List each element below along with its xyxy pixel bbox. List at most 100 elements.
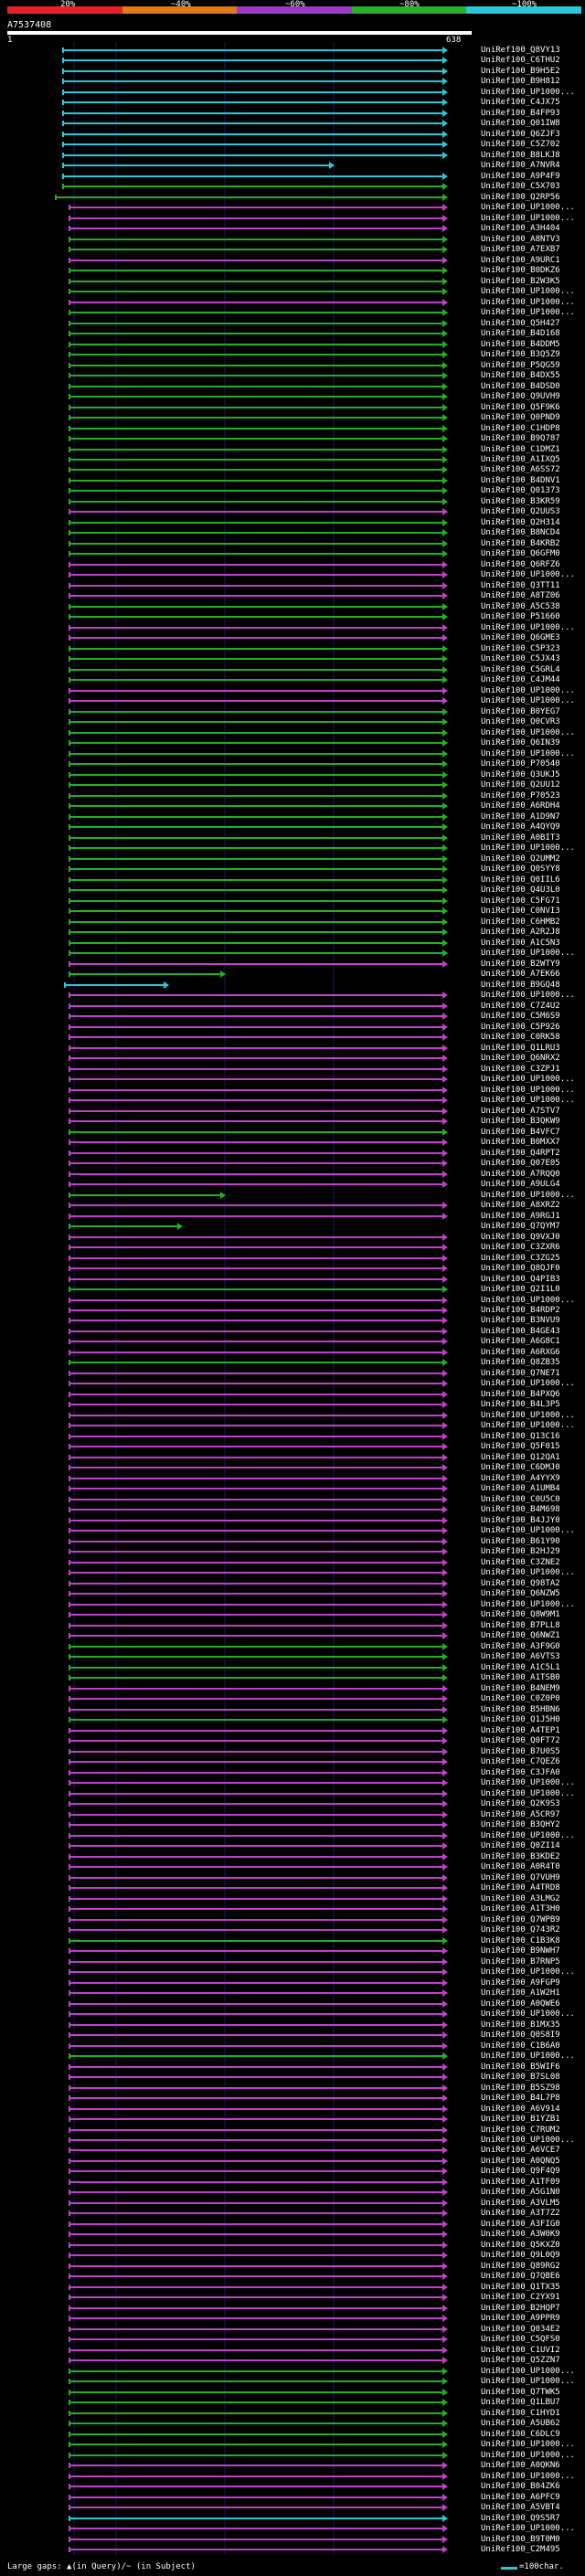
hit-label-link[interactable]: UniRef100_A8TZ06 xyxy=(481,591,560,600)
hit-label-link[interactable]: UniRef100_UP1000... xyxy=(481,1411,575,1420)
hit-label-link[interactable]: UniRef100_B4PXQ6 xyxy=(481,1390,560,1399)
hit-label-link[interactable]: UniRef100_UP1000... xyxy=(481,623,575,632)
hit-bar[interactable] xyxy=(69,2233,442,2235)
hit-label-link[interactable]: UniRef100_UP1000... xyxy=(481,308,575,317)
hit-label-link[interactable]: UniRef100_Q9UVH9 xyxy=(481,392,560,401)
hit-bar[interactable] xyxy=(69,1541,442,1542)
hit-label-link[interactable]: UniRef100_UP1000... xyxy=(481,1831,575,1840)
hit-bar[interactable] xyxy=(69,1162,442,1164)
hit-label-link[interactable]: UniRef100_Q9F4Q9 xyxy=(481,2167,560,2176)
hit-label-link[interactable]: UniRef100_UP1000... xyxy=(481,686,575,695)
hit-label-link[interactable]: UniRef100_Q0SYY8 xyxy=(481,864,560,874)
hit-label-link[interactable]: UniRef100_A7EK66 xyxy=(481,970,560,979)
hit-bar[interactable] xyxy=(69,1047,442,1049)
hit-label-link[interactable]: UniRef100_A0QKN6 xyxy=(481,2461,560,2470)
hit-label-link[interactable]: UniRef100_Q5F9K6 xyxy=(481,403,560,412)
hit-label-link[interactable]: UniRef100_B7RNP5 xyxy=(481,1957,560,1966)
hit-label-link[interactable]: UniRef100_C6HMB2 xyxy=(481,917,560,927)
hit-label-link[interactable]: UniRef100_Q5F015 xyxy=(481,1442,560,1451)
hit-label-link[interactable]: UniRef100_Q6ZJF3 xyxy=(481,130,560,139)
hit-label-link[interactable]: UniRef100_C2YX91 xyxy=(481,2293,560,2302)
hit-label-link[interactable]: UniRef100_Q7WPB9 xyxy=(481,1915,560,1924)
hit-bar[interactable] xyxy=(69,511,442,513)
hit-bar[interactable] xyxy=(69,417,442,419)
hit-bar[interactable] xyxy=(69,1394,442,1395)
hit-bar[interactable] xyxy=(69,2097,442,2099)
hit-bar[interactable] xyxy=(69,774,442,776)
hit-bar[interactable] xyxy=(69,1772,442,1774)
hit-bar[interactable] xyxy=(69,2076,442,2078)
hit-label-link[interactable]: UniRef100_Q5ZZN7 xyxy=(481,2356,560,2365)
hit-bar[interactable] xyxy=(69,973,220,975)
hit-bar[interactable] xyxy=(69,207,442,208)
hit-label-link[interactable]: UniRef100_A6VCE7 xyxy=(481,2146,560,2155)
hit-label-link[interactable]: UniRef100_C5QFS0 xyxy=(481,2335,560,2344)
hit-label-link[interactable]: UniRef100_UP1000... xyxy=(481,2136,575,2145)
hit-bar[interactable] xyxy=(62,143,442,145)
hit-label-link[interactable]: UniRef100_B7PLL8 xyxy=(481,1621,560,1630)
hit-label-link[interactable]: UniRef100_Q0S8I9 xyxy=(481,2030,560,2040)
hit-label-link[interactable]: UniRef100_A4QYQ9 xyxy=(481,822,560,832)
hit-bar[interactable] xyxy=(69,2045,442,2047)
hit-label-link[interactable]: UniRef100_C5X703 xyxy=(481,182,560,191)
hit-label-link[interactable]: UniRef100_B5WIF6 xyxy=(481,2062,560,2072)
hit-bar[interactable] xyxy=(69,2486,442,2487)
hit-label-link[interactable]: UniRef100_B0DKZ6 xyxy=(481,266,560,275)
hit-label-link[interactable]: UniRef100_C6DLC9 xyxy=(481,2430,560,2439)
hit-bar[interactable] xyxy=(69,375,442,376)
hit-bar[interactable] xyxy=(69,2317,442,2319)
hit-bar[interactable] xyxy=(69,2202,442,2204)
hit-label-link[interactable]: UniRef100_B4KRB2 xyxy=(481,539,560,548)
hit-bar[interactable] xyxy=(69,1908,442,1910)
hit-label-link[interactable]: UniRef100_C3ZNE2 xyxy=(481,1558,560,1567)
hit-label-link[interactable]: UniRef100_A2R2J8 xyxy=(481,928,560,937)
hit-label-link[interactable]: UniRef100_P5QG59 xyxy=(481,361,560,370)
hit-bar[interactable] xyxy=(69,217,442,219)
hit-label-link[interactable]: UniRef100_UP1000... xyxy=(481,1600,575,1609)
hit-bar[interactable] xyxy=(69,260,442,261)
hit-bar[interactable] xyxy=(69,1467,442,1468)
hit-label-link[interactable]: UniRef100_B7U0S5 xyxy=(481,1747,560,1756)
hit-label-link[interactable]: UniRef100_B4DSD0 xyxy=(481,382,560,391)
hit-bar[interactable] xyxy=(69,721,442,723)
hit-label-link[interactable]: UniRef100_B1MX35 xyxy=(481,2020,560,2030)
hit-label-link[interactable]: UniRef100_B3NVU9 xyxy=(481,1316,560,1325)
hit-label-link[interactable]: UniRef100_Q8W9M1 xyxy=(481,1610,560,1619)
hit-bar[interactable] xyxy=(69,1887,442,1889)
hit-label-link[interactable]: UniRef100_Q1LRU3 xyxy=(481,1044,560,1053)
hit-label-link[interactable]: UniRef100_B5HBN6 xyxy=(481,1705,560,1714)
hit-bar[interactable] xyxy=(69,1131,442,1133)
hit-label-link[interactable]: UniRef100_B8NCD4 xyxy=(481,528,560,537)
hit-label-link[interactable]: UniRef100_UP1000... xyxy=(481,570,575,579)
hit-bar[interactable] xyxy=(69,1330,442,1332)
hit-bar[interactable] xyxy=(69,1656,442,1658)
hit-label-link[interactable]: UniRef100_Q9S5R7 xyxy=(481,2514,560,2523)
hit-bar[interactable] xyxy=(69,1288,442,1290)
hit-bar[interactable] xyxy=(69,742,442,744)
hit-label-link[interactable]: UniRef100_Q6RFZ6 xyxy=(481,560,560,569)
hit-label-link[interactable]: UniRef100_Q2I1L0 xyxy=(481,1285,560,1294)
hit-bar[interactable] xyxy=(69,302,442,303)
hit-bar[interactable] xyxy=(69,1835,442,1837)
hit-label-link[interactable]: UniRef100_A6PFC9 xyxy=(481,2493,560,2502)
hit-label-link[interactable]: UniRef100_Q1J5H0 xyxy=(481,1715,560,1724)
hit-bar[interactable] xyxy=(69,1761,442,1763)
hit-label-link[interactable]: UniRef100_A1TF09 xyxy=(481,2178,560,2187)
hit-bar[interactable] xyxy=(69,1194,220,1196)
hit-bar[interactable] xyxy=(69,690,442,692)
hit-label-link[interactable]: UniRef100_A3FIG0 xyxy=(481,2220,560,2229)
hit-label-link[interactable]: UniRef100_A1C5L1 xyxy=(481,1663,560,1672)
hit-label-link[interactable]: UniRef100_A6G8C1 xyxy=(481,1337,560,1346)
hit-label-link[interactable]: UniRef100_C1UVI2 xyxy=(481,2346,560,2355)
hit-label-link[interactable]: UniRef100_UP1000... xyxy=(481,1096,575,1105)
hit-bar[interactable] xyxy=(69,1625,442,1627)
hit-label-link[interactable]: UniRef100_UP1000... xyxy=(481,88,575,97)
hit-label-link[interactable]: UniRef100_UP1000... xyxy=(481,214,575,223)
hit-label-link[interactable]: UniRef100_A4TEP1 xyxy=(481,1726,560,1735)
hit-bar[interactable] xyxy=(69,1530,442,1532)
hit-label-link[interactable]: UniRef100_B5SZ98 xyxy=(481,2083,560,2093)
hit-bar[interactable] xyxy=(69,2181,442,2183)
hit-label-link[interactable]: UniRef100_Q7QYM7 xyxy=(481,1222,560,1231)
hit-bar[interactable] xyxy=(69,1152,442,1154)
hit-label-link[interactable]: UniRef100_B2HQP7 xyxy=(481,2304,560,2313)
